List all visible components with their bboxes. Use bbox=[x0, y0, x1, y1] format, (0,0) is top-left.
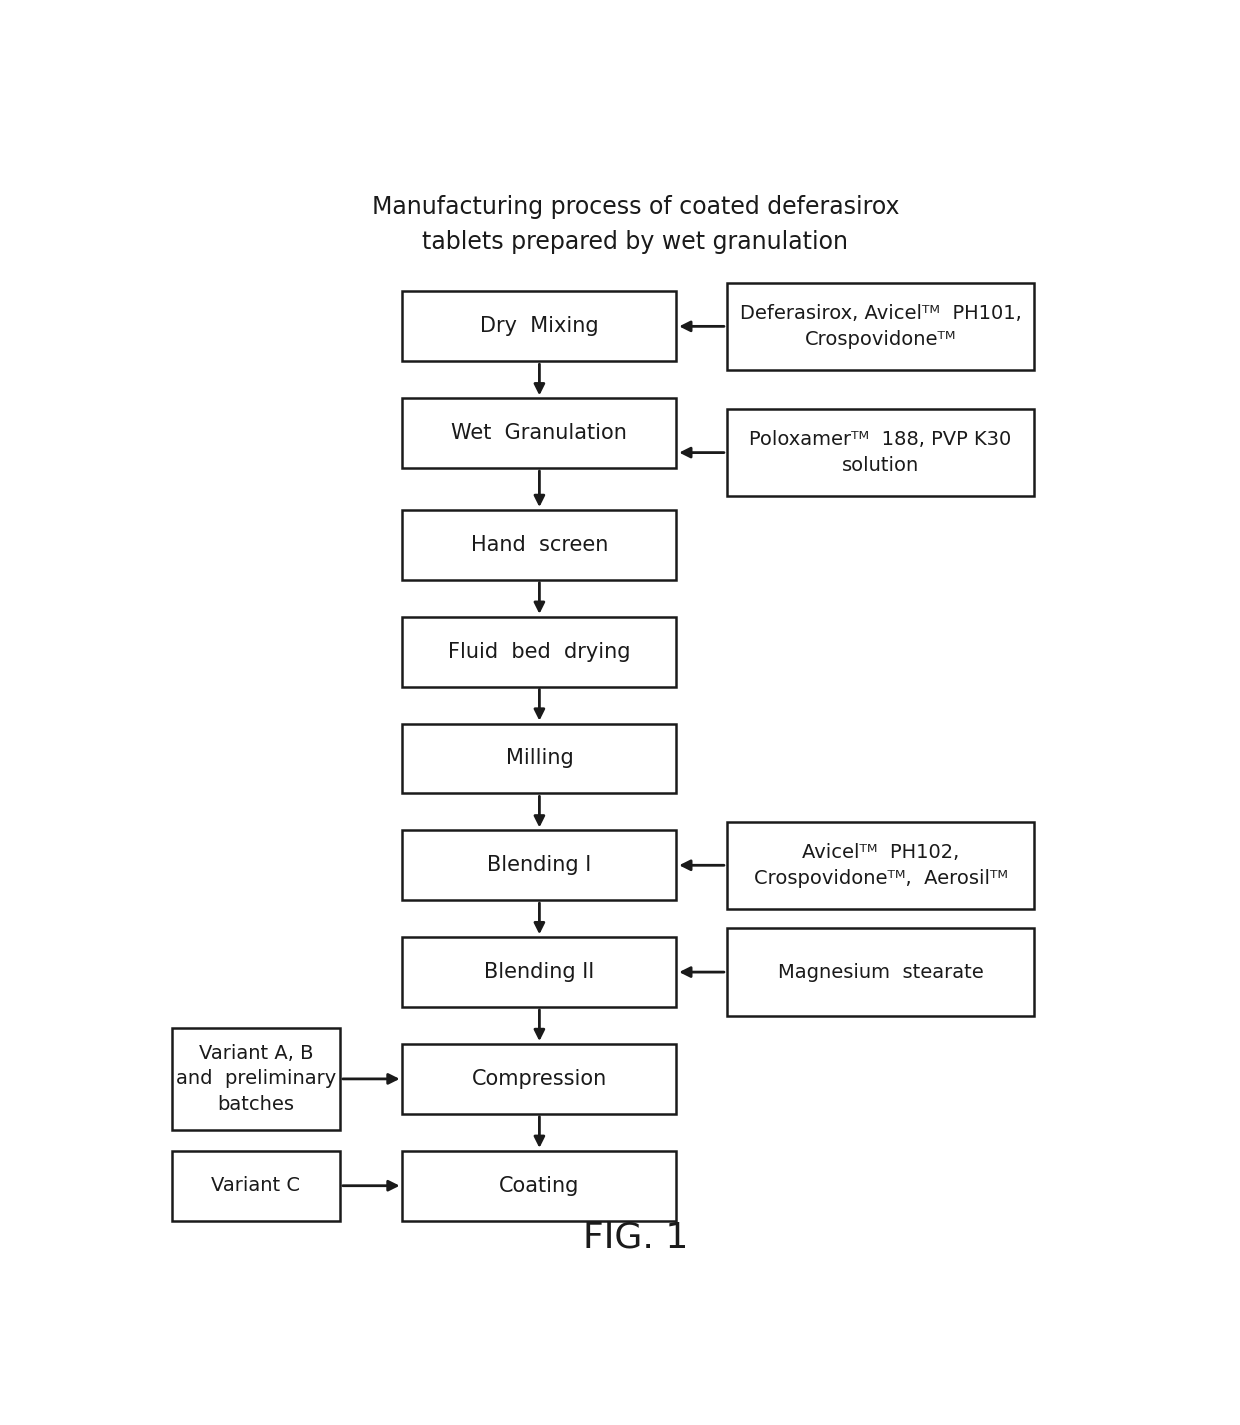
Text: Coating: Coating bbox=[500, 1176, 579, 1196]
FancyBboxPatch shape bbox=[403, 724, 676, 794]
Text: Blending I: Blending I bbox=[487, 855, 591, 875]
Text: Manufacturing process of coated deferasirox
tablets prepared by wet granulation: Manufacturing process of coated deferasi… bbox=[372, 195, 899, 254]
Text: Fluid  bed  drying: Fluid bed drying bbox=[448, 641, 631, 661]
FancyBboxPatch shape bbox=[172, 1027, 340, 1130]
FancyBboxPatch shape bbox=[172, 1151, 340, 1221]
Text: Avicelᵀᴹ  PH102,
Crospovidoneᵀᴹ,  Aerosilᵀᴹ: Avicelᵀᴹ PH102, Crospovidoneᵀᴹ, Aerosilᵀ… bbox=[754, 844, 1008, 888]
Text: Deferasirox, Avicelᵀᴹ  PH101,
Crospovidoneᵀᴹ: Deferasirox, Avicelᵀᴹ PH101, Crospovidon… bbox=[740, 304, 1022, 349]
Text: Variant C: Variant C bbox=[211, 1176, 300, 1196]
FancyBboxPatch shape bbox=[727, 929, 1034, 1016]
FancyBboxPatch shape bbox=[727, 822, 1034, 909]
Text: Magnesium  stearate: Magnesium stearate bbox=[777, 963, 983, 982]
FancyBboxPatch shape bbox=[403, 291, 676, 362]
FancyBboxPatch shape bbox=[403, 1151, 676, 1221]
Text: Blending II: Blending II bbox=[485, 962, 594, 982]
FancyBboxPatch shape bbox=[403, 617, 676, 687]
FancyBboxPatch shape bbox=[403, 510, 676, 580]
FancyBboxPatch shape bbox=[403, 398, 676, 469]
FancyBboxPatch shape bbox=[727, 409, 1034, 496]
FancyBboxPatch shape bbox=[403, 1045, 676, 1114]
FancyBboxPatch shape bbox=[403, 831, 676, 901]
FancyBboxPatch shape bbox=[403, 938, 676, 1007]
Text: FIG. 1: FIG. 1 bbox=[583, 1220, 688, 1254]
Text: Variant A, B
and  preliminary
batches: Variant A, B and preliminary batches bbox=[176, 1043, 336, 1114]
FancyBboxPatch shape bbox=[727, 282, 1034, 370]
Text: Dry  Mixing: Dry Mixing bbox=[480, 316, 599, 336]
Text: Poloxamerᵀᴹ  188, PVP K30
solution: Poloxamerᵀᴹ 188, PVP K30 solution bbox=[749, 430, 1012, 475]
Text: Hand  screen: Hand screen bbox=[471, 534, 608, 554]
Text: Wet  Granulation: Wet Granulation bbox=[451, 423, 627, 443]
Text: Milling: Milling bbox=[506, 748, 573, 768]
Text: Compression: Compression bbox=[471, 1069, 608, 1089]
